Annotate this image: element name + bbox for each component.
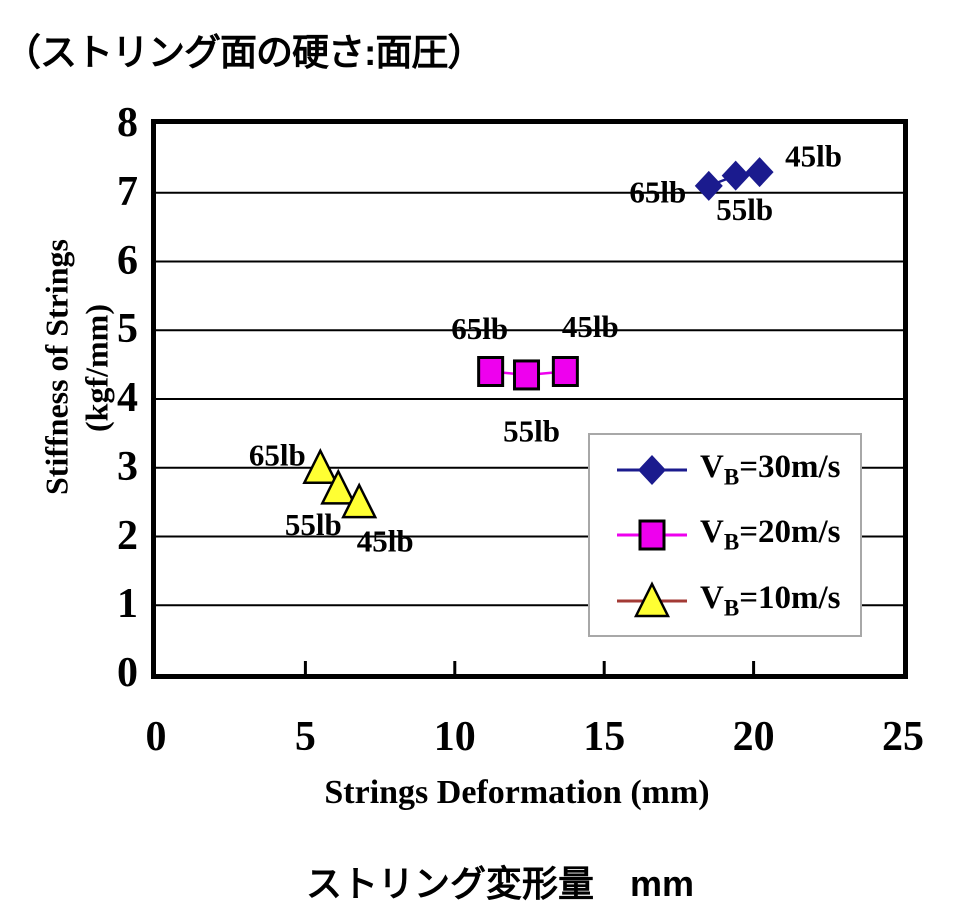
- triangle-icon: [617, 581, 687, 618]
- diamond-marker: [638, 455, 666, 485]
- x-axis-title: Strings Deformation (mm): [324, 774, 710, 811]
- point-label: 65lb: [629, 174, 686, 209]
- x-tick-label: 15: [583, 714, 626, 760]
- legend-item-vb30: VB=30m/s: [614, 447, 841, 493]
- legend-item-vb10: VB=10m/s: [614, 578, 841, 624]
- diamond-marker: [745, 157, 774, 188]
- x-tick-label: 5: [294, 714, 316, 760]
- triangle-marker: [341, 482, 378, 519]
- y-tick-label: 7: [117, 168, 138, 215]
- legend-label-vb30: VB=30m/s: [700, 449, 841, 490]
- square-icon: [617, 519, 687, 551]
- legend-label-vb20: VB=20m/s: [700, 514, 841, 555]
- triangle-marker: [320, 468, 357, 505]
- point-label: 45lb: [562, 309, 619, 344]
- point-label: 45lb: [785, 139, 842, 174]
- x-tick-label: 25: [882, 714, 924, 760]
- y-axis-title: Stiffness of Strings: [38, 238, 75, 496]
- square-marker: [638, 519, 666, 551]
- point-label: 65lb: [451, 311, 508, 346]
- square-marker: [551, 356, 579, 387]
- y-tick-label: 0: [117, 650, 138, 697]
- square-marker: [477, 356, 505, 387]
- y-tick-label: 4: [117, 375, 138, 422]
- x-tick-label: 10: [433, 714, 476, 760]
- y-tick-label: 3: [117, 443, 138, 490]
- legend-label-vb10: VB=10m/s: [700, 580, 841, 621]
- y-tick-label: 6: [117, 237, 138, 284]
- triangle-marker: [633, 581, 671, 618]
- point-label: 55lb: [285, 507, 342, 542]
- y-tick-label: 1: [117, 581, 138, 628]
- diamond-marker: [694, 170, 723, 201]
- page-title: （ストリング面の硬さ:面圧）: [4, 32, 484, 73]
- point-label: 45lb: [357, 524, 414, 559]
- point-label: 55lb: [716, 192, 773, 227]
- y-tick-label: 2: [117, 512, 138, 559]
- square-marker: [513, 359, 541, 391]
- plot-area: 65lb 55lb 45lb 65lb 55lb 45lb 65lb 55lb 45lb: [151, 119, 908, 679]
- diamond-icon: [617, 455, 687, 485]
- triangle-marker: [302, 447, 339, 484]
- x-tick-label: 20: [732, 714, 775, 760]
- x-axis-title-japanese: ストリング変形量 mm: [305, 863, 695, 904]
- x-tick-label: 0: [145, 714, 167, 760]
- legend-item-vb20: VB=20m/s: [614, 512, 841, 558]
- point-label: 65lb: [249, 437, 306, 472]
- diamond-marker: [721, 160, 750, 191]
- y-tick-label: 8: [117, 100, 138, 147]
- point-label: 55lb: [503, 413, 560, 448]
- y-tick-label: 5: [117, 306, 138, 353]
- chart-legend: VB=30m/s VB=20m/s VB=10m/s: [588, 433, 862, 637]
